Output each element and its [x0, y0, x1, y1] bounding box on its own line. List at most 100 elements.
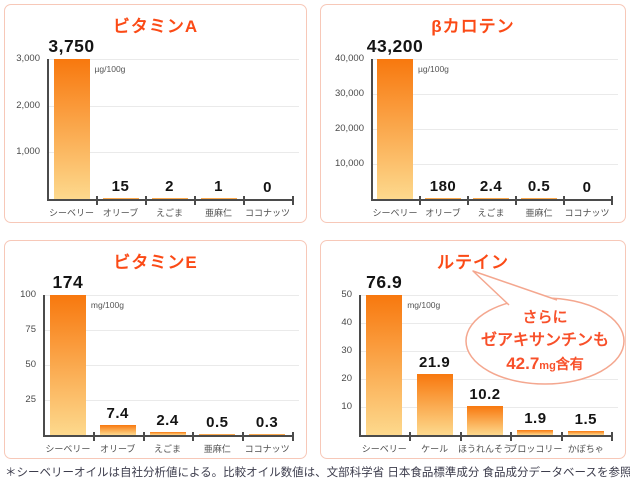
value-label: 1: [214, 178, 223, 195]
value-label: 0: [263, 179, 272, 196]
category-label: オリーブ: [102, 208, 139, 218]
x-axis: [371, 199, 613, 201]
unit-label: µg/100g: [418, 64, 449, 74]
category-label: ほうれんそう: [457, 444, 512, 454]
y-axis: [47, 59, 49, 201]
bar-ブロッコリー: [517, 430, 554, 435]
y-tick-label: 75: [25, 324, 36, 335]
value-label: 1.5: [574, 411, 597, 428]
category-label: えごま: [153, 444, 181, 454]
y-axis: [43, 295, 45, 437]
bubble-line-3: 42.7mg含有: [506, 352, 584, 377]
bar-亜麻仁: [199, 434, 236, 435]
x-axis-tick: [611, 196, 613, 205]
x-axis-tick: [93, 432, 95, 441]
bubble-amount-suffix: 含有: [555, 356, 584, 373]
value-label: 15: [111, 178, 130, 195]
gridline: [43, 295, 299, 296]
value-label: 76.9: [366, 272, 403, 292]
gridline: [371, 164, 618, 165]
x-axis-tick: [467, 196, 469, 205]
x-axis: [43, 435, 294, 437]
y-tick-label: 20,000: [334, 123, 364, 134]
gridline: [43, 330, 299, 331]
x-axis-tick: [292, 432, 294, 441]
bubble-line-1: さらに: [522, 309, 568, 327]
y-tick-label: 30,000: [334, 88, 364, 99]
value-label: 174: [52, 272, 84, 292]
bar-亜麻仁: [521, 198, 557, 199]
chart-panel-vitamin-a: ビタミンA 3,000 2,000 1,000 µg/100g 3,750 シーベリー 15 オ…: [4, 4, 307, 223]
gridline: [43, 400, 299, 401]
y-tick-label: 2,000: [16, 99, 40, 111]
value-label: 10.2: [469, 386, 501, 403]
chart-title: ルテイン: [437, 253, 509, 272]
bar-かぼちゃ: [567, 431, 604, 435]
bar-シーベリー: [366, 295, 403, 435]
category-label: ココナッツ: [244, 208, 290, 218]
x-axis-tick: [611, 432, 613, 441]
speech-bubble-text: さらに ゼアキサンチンも 42.7mg含有: [467, 301, 623, 383]
value-label: 2.4: [156, 412, 179, 429]
value-label: 0.5: [206, 414, 229, 431]
x-axis-tick: [243, 196, 245, 205]
y-tick-label: 20: [341, 373, 352, 384]
value-label: 3,750: [48, 36, 95, 56]
bubble-amount: 42.7: [506, 354, 540, 374]
chart-panel-beta-carotene: βカロテン 40,000 30,000 20,000 10,000 µg/100g 43,2…: [320, 4, 626, 223]
chart-grid: ビタミンA 3,000 2,000 1,000 µg/100g 3,750 シーベリー 15 オ…: [4, 4, 626, 459]
x-axis-tick: [292, 196, 294, 205]
category-label: オリーブ: [99, 444, 136, 454]
category-label: 亜麻仁: [203, 444, 231, 454]
bar-オリーブ: [99, 425, 136, 435]
x-axis-tick: [143, 432, 145, 441]
bar-シーベリー: [49, 295, 86, 435]
value-label: 2: [165, 178, 174, 195]
y-tick-label: 10: [341, 401, 352, 412]
bar-ケール: [416, 374, 453, 435]
bar-えごま: [151, 198, 188, 199]
x-axis-tick: [563, 196, 565, 205]
value-label: 0.5: [527, 178, 551, 195]
category-label: ココナッツ: [244, 444, 290, 454]
y-tick-label: 50: [25, 359, 36, 370]
chart-panel-vitamin-e: ビタミンE 100 75 50 25 mg/100g 174 シーベリー 7.4 オリーブ 2.4 え…: [4, 240, 307, 459]
gridline: [371, 59, 618, 60]
x-axis: [359, 435, 613, 437]
footnote: ＊シーベリーオイルは自社分析値による。比較オイル数値は、文部科学省 日本食品標準…: [5, 467, 630, 479]
category-label: 亜麻仁: [204, 208, 232, 218]
category-label: シーベリー: [45, 444, 91, 454]
category-label: えごま: [477, 208, 505, 218]
y-tick-label: 1,000: [16, 146, 40, 158]
gridline: [47, 152, 299, 154]
gridline: [371, 94, 618, 95]
bar-亜麻仁: [200, 198, 237, 199]
y-tick-label: 50: [341, 289, 352, 300]
value-label: 21.9: [418, 354, 451, 371]
value-label: 180: [429, 178, 457, 195]
value-label: 7.4: [106, 405, 129, 422]
bar-ほうれんそう: [467, 406, 503, 435]
value-label: 0.3: [255, 414, 279, 431]
y-axis: [371, 59, 373, 201]
y-tick-label: 3,000: [16, 53, 40, 64]
bubble-amount-unit: mg: [539, 360, 556, 373]
category-label: ココナッツ: [564, 208, 610, 218]
y-tick-label: 25: [25, 394, 36, 405]
category-label: シーベリー: [361, 444, 407, 454]
y-tick-label: 10,000: [334, 158, 364, 169]
unit-label: mg/100g: [407, 300, 441, 310]
category-label: シーベリー: [48, 208, 94, 218]
chart-title: ビタミンA: [112, 17, 199, 36]
value-label: 43,200: [366, 36, 424, 56]
unit-label: µg/100g: [94, 64, 126, 74]
gridline: [43, 365, 299, 366]
unit-label: mg/100g: [90, 300, 124, 310]
x-axis-tick: [192, 432, 194, 441]
x-axis-tick: [561, 432, 563, 441]
category-label: かぼちゃ: [567, 444, 604, 454]
gridline: [47, 59, 299, 60]
category-label: シーベリー: [372, 208, 418, 218]
category-label: えごま: [155, 208, 183, 218]
